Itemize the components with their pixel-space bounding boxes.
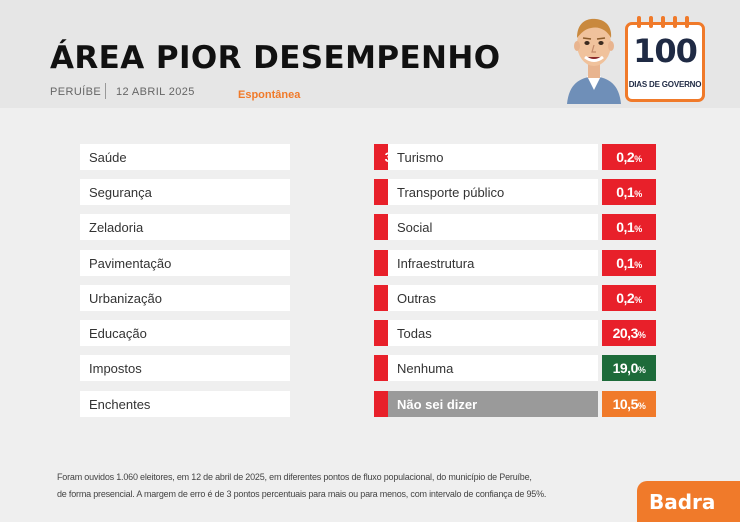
value-number: 0,1 [616, 219, 635, 235]
badge-number: 100 [633, 32, 698, 70]
table-row: Saúde38,3% [80, 144, 428, 170]
table-row: Todas 20,3% [388, 320, 656, 346]
percent-sign: % [637, 330, 646, 340]
value-label: 0,2% [602, 285, 656, 311]
table-row: Turismo 0,2% [388, 144, 656, 170]
table-row: Educação0,8% [80, 320, 428, 346]
value-number: 20,3 [612, 325, 639, 341]
table-row: Zeladoria2,7% [80, 214, 428, 240]
survey-type-label: Espontânea [238, 89, 301, 101]
badra-logo: Badra [637, 481, 740, 522]
table-row: Segurança3,2% [80, 179, 428, 205]
percent-sign: % [634, 295, 642, 305]
category-label: Enchentes [80, 391, 290, 417]
table-row: Urbanização1,6% [80, 285, 428, 311]
category-label: Zeladoria [80, 214, 290, 240]
value-number: 19,0 [612, 360, 639, 376]
100-days-badge: 100 DIAS DE GOVERNO [625, 16, 705, 102]
value-label: 0,1% [602, 214, 656, 240]
category-label: Segurança [80, 179, 290, 205]
percent-sign: % [634, 189, 642, 199]
value-label: 19,0% [602, 355, 656, 381]
table-row: Não sei dizer 10,5% [388, 391, 656, 417]
category-label: Nenhuma [388, 355, 598, 381]
page-title: ÁREA PIOR DESEMPENHO [50, 40, 501, 76]
header: ÁREA PIOR DESEMPENHO PERUÍBE 12 ABRIL 20… [0, 0, 740, 108]
table-row: Outras 0,2% [388, 285, 656, 311]
mayor-caricature-illustration [567, 18, 621, 104]
table-row: Pavimentação1,7% [80, 250, 428, 276]
percent-sign: % [634, 260, 642, 270]
table-row: Enchentes0,5% [80, 391, 428, 417]
category-label: Impostos [80, 355, 290, 381]
percent-sign: % [637, 401, 646, 411]
value-number: 0,2 [616, 149, 635, 165]
date-label: 12 ABRIL 2025 [116, 86, 195, 98]
footnote-line-2: de forma presencial. A margem de erro é … [57, 489, 547, 499]
value-number: 0,2 [616, 290, 635, 306]
category-label: Saúde [80, 144, 290, 170]
city-label: PERUÍBE [50, 86, 102, 98]
category-label: Educação [80, 320, 290, 346]
table-row: Transporte público 0,1% [388, 179, 656, 205]
value-label: 20,3% [602, 320, 656, 346]
value-number: 0,1 [616, 255, 635, 271]
value-number: 10,5 [612, 396, 639, 412]
category-label: Pavimentação [80, 250, 290, 276]
value-number: 0,1 [616, 184, 635, 200]
category-label: Outras [388, 285, 598, 311]
value-label: 0,1% [602, 179, 656, 205]
footnote-line-1: Foram ouvidos 1.060 eleitores, em 12 de … [57, 472, 532, 482]
table-row: Nenhuma 19,0% [388, 355, 656, 381]
calendar-rings-icon [637, 16, 689, 28]
header-divider [105, 83, 106, 99]
value-label: 10,5% [602, 391, 656, 417]
category-label: Turismo [388, 144, 598, 170]
category-label: Transporte público [388, 179, 598, 205]
category-label: Infraestrutura [388, 250, 598, 276]
percent-sign: % [634, 154, 642, 164]
category-label: Não sei dizer [388, 391, 598, 417]
category-label: Todas [388, 320, 598, 346]
value-label: 0,2% [602, 144, 656, 170]
percent-sign: % [634, 224, 642, 234]
value-label: 0,1% [602, 250, 656, 276]
table-row: Impostos0,6% [80, 355, 428, 381]
category-label: Social [388, 214, 598, 240]
badge-label: DIAS DE GOVERNO [628, 80, 702, 89]
category-label: Urbanização [80, 285, 290, 311]
table-row: Social 0,1% [388, 214, 656, 240]
percent-sign: % [637, 365, 646, 375]
table-row: Infraestrutura 0,1% [388, 250, 656, 276]
